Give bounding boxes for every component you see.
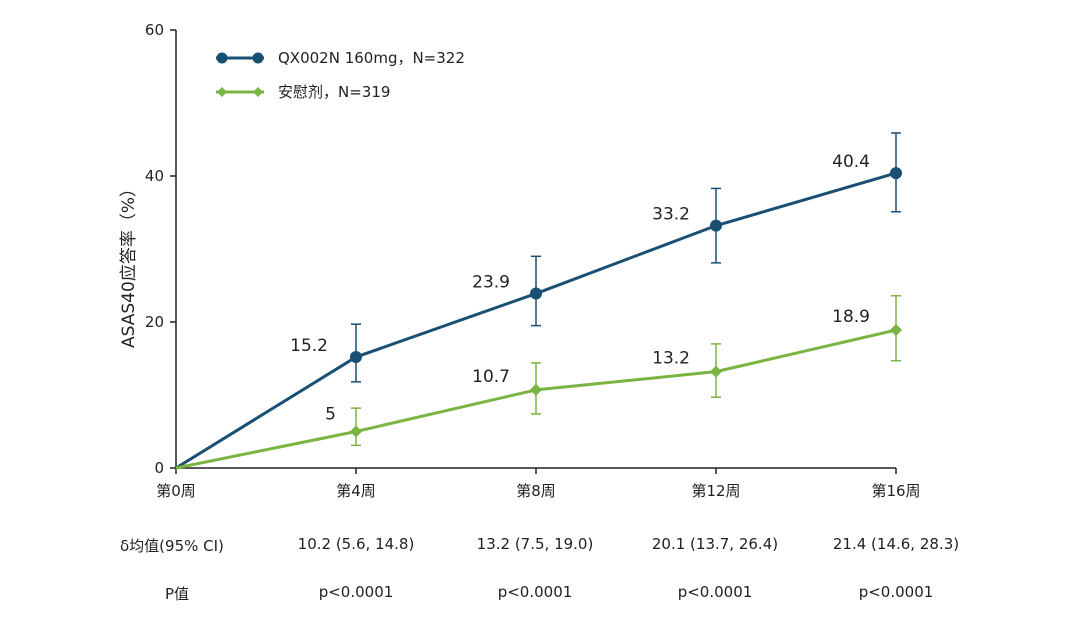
data-label: 5 [325, 405, 336, 425]
legend-marker [217, 87, 227, 97]
data-point [710, 365, 722, 378]
row-label-p: P值 [165, 585, 190, 603]
data-label: 18.9 [832, 307, 870, 327]
data-label: 33.2 [652, 205, 690, 225]
data-point [890, 324, 902, 337]
data-label: 23.9 [472, 273, 510, 293]
data-label: 10.7 [472, 367, 510, 387]
p-cell-week16: p<0.0001 [858, 583, 934, 601]
x-tick-label: 第16周 [871, 482, 920, 500]
p-cell-week8: p<0.0001 [497, 583, 573, 601]
data-point [890, 167, 902, 180]
legend-marker [252, 52, 264, 64]
y-axis-label: ASAS40应答率（%） [119, 180, 139, 348]
x-tick-label: 第0周 [156, 482, 196, 500]
y-tick-label: 20 [145, 313, 164, 331]
y-tick-label: 40 [145, 167, 164, 185]
data-label: 13.2 [652, 349, 690, 369]
p-cell-week12: p<0.0001 [677, 583, 753, 601]
x-tick-label: 第4周 [336, 482, 376, 500]
data-point [530, 383, 542, 396]
legend-marker [253, 87, 263, 97]
x-tick-label: 第12周 [691, 482, 740, 500]
p-cell-week4: p<0.0001 [318, 583, 394, 601]
data-label: 15.2 [290, 336, 328, 356]
data-point [350, 351, 362, 364]
delta-cell-week8: 13.2 (7.5, 19.0) [476, 535, 594, 553]
data-point [350, 425, 362, 438]
delta-cell-week4: 10.2 (5.6, 14.8) [297, 535, 415, 553]
data-point [710, 219, 722, 232]
legend-label: 安慰剂，N=319 [278, 83, 390, 101]
delta-cell-week12: 20.1 (13.7, 26.4) [651, 535, 779, 553]
y-tick-label: 60 [145, 21, 164, 39]
y-tick-label: 0 [154, 459, 164, 477]
legend-label: QX002N 160mg，N=322 [278, 49, 465, 67]
x-tick-label: 第8周 [516, 482, 556, 500]
legend-marker [216, 52, 228, 64]
data-label: 40.4 [832, 152, 870, 172]
row-label-delta: δ均值(95% CI) [120, 537, 224, 555]
data-point [530, 287, 542, 300]
delta-cell-week16: 21.4 (14.6, 28.3) [832, 535, 960, 553]
